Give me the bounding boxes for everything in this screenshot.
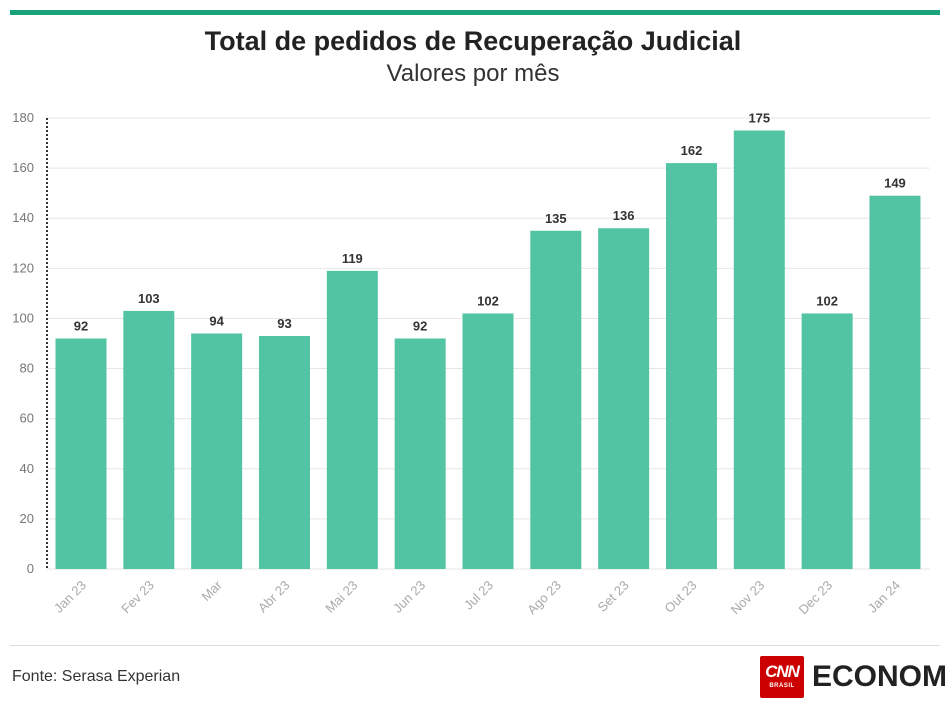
source-note: Fonte: Serasa Experian bbox=[12, 668, 181, 685]
x-tick-label: Mar bbox=[198, 577, 225, 604]
bar bbox=[801, 313, 853, 569]
data-label: 94 bbox=[209, 313, 224, 328]
data-label: 102 bbox=[816, 293, 838, 308]
x-tick-label: Jan 23 bbox=[51, 578, 89, 616]
cnn-logo-sub: BRASIL bbox=[769, 683, 795, 689]
bar bbox=[326, 270, 378, 569]
data-label: 136 bbox=[613, 208, 635, 223]
economia-logo-main: ECONOMI bbox=[812, 660, 946, 693]
data-label: 135 bbox=[545, 211, 567, 226]
economia-logo: ECONOMIA bbox=[812, 660, 946, 694]
bar bbox=[530, 230, 582, 569]
x-tick-label: Jun 23 bbox=[390, 578, 428, 616]
bar bbox=[598, 228, 650, 569]
bar bbox=[55, 338, 107, 569]
y-tick-label: 80 bbox=[20, 361, 34, 376]
x-tick-label: Jan 24 bbox=[865, 578, 903, 616]
x-tick-label: Dec 23 bbox=[796, 578, 836, 618]
data-label: 102 bbox=[477, 293, 499, 308]
data-label: 119 bbox=[342, 251, 363, 266]
chart-title: Total de pedidos de Recuperação Judicial bbox=[204, 26, 742, 56]
x-tick-label: Abr 23 bbox=[255, 578, 293, 616]
cnn-brasil-logo: CNN BRASIL bbox=[760, 656, 804, 698]
x-tick-label: Set 23 bbox=[595, 578, 632, 615]
bar bbox=[665, 163, 717, 569]
y-tick-label: 140 bbox=[12, 210, 34, 225]
bar bbox=[462, 313, 514, 569]
data-label: 92 bbox=[74, 318, 88, 333]
y-tick-label: 180 bbox=[12, 110, 34, 125]
data-label: 92 bbox=[413, 318, 427, 333]
bar bbox=[869, 195, 921, 569]
y-tick-label: 120 bbox=[12, 260, 34, 275]
bar bbox=[258, 335, 310, 569]
footer-divider bbox=[10, 645, 940, 646]
x-tick-label: Ago 23 bbox=[524, 578, 564, 618]
y-tick-label: 60 bbox=[20, 411, 34, 426]
x-tick-label: Fev 23 bbox=[118, 578, 157, 617]
bar bbox=[123, 310, 175, 569]
y-tick-label: 40 bbox=[20, 461, 34, 476]
y-tick-label: 20 bbox=[20, 511, 34, 526]
y-tick-label: 0 bbox=[27, 561, 34, 576]
bar bbox=[394, 338, 446, 569]
bar bbox=[733, 130, 785, 569]
top-accent-rule bbox=[10, 10, 940, 15]
data-label: 93 bbox=[277, 316, 291, 331]
y-tick-label: 100 bbox=[12, 310, 34, 325]
chart-subtitle: Valores por mês bbox=[386, 60, 560, 87]
data-label: 162 bbox=[681, 143, 703, 158]
x-tick-label: Jul 23 bbox=[461, 578, 496, 613]
data-label: 149 bbox=[884, 176, 906, 191]
bar bbox=[191, 333, 243, 569]
x-tick-label: Out 23 bbox=[661, 578, 699, 616]
cnn-logo-word: CNN bbox=[765, 662, 800, 681]
data-label: 103 bbox=[138, 291, 160, 306]
y-tick-label: 160 bbox=[12, 160, 34, 175]
x-tick-label: Nov 23 bbox=[728, 578, 768, 618]
data-label: 175 bbox=[748, 111, 770, 126]
x-tick-label: Mai 23 bbox=[322, 578, 360, 616]
